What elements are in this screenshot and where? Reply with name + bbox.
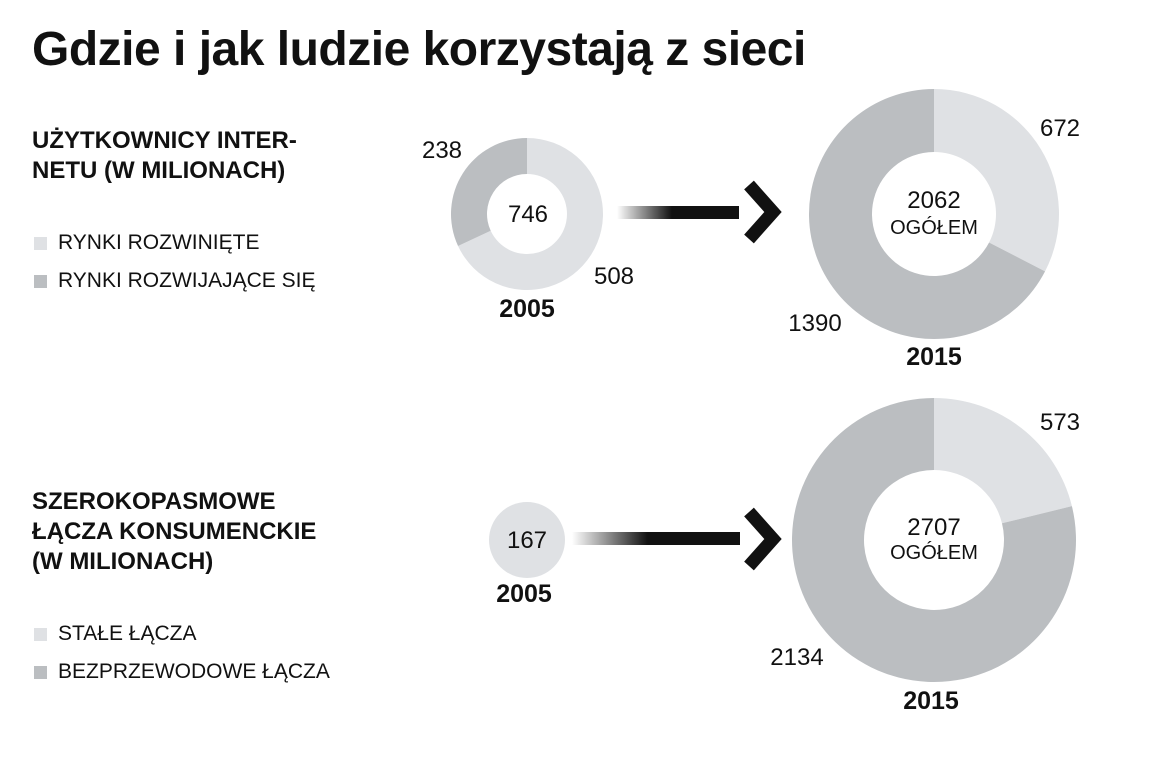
chart-title: Gdzie i jak ludzie korzystają z sieci [32,23,806,76]
donut-internet-2005: 746 238 508 2005 [422,137,634,323]
legend-item-emerging: RYNKI ROZWIJAJĄCE SIĘ [34,262,316,300]
donut-slice [934,398,1072,524]
year-label: 2015 [906,343,962,371]
donut-slice [792,398,1076,682]
donut-slice [489,502,565,578]
center-total: 746 [508,201,548,228]
donut-internet-2015: 2062 OGÓŁEM 672 1390 2015 [788,88,1080,371]
section-heading-line: UŻYTKOWNICY INTER- [32,127,297,154]
legend-swatch-light [34,627,47,641]
donut-slices [809,88,1060,339]
donut-slice [809,89,1046,339]
section-heading-line: ŁĄCZA KONSUMENCKIE [32,518,317,545]
slice-value-label: 573 [1040,409,1080,436]
arrow-right-icon [617,180,782,244]
slice-value-label: 238 [422,137,462,164]
center-total: 167 [507,527,547,554]
legend-item-developed: RYNKI ROZWINIĘTE [34,224,316,262]
legend-swatch-light [34,236,47,250]
donut-broadband-2015: 2707 OGÓŁEM 573 2134 2015 [770,398,1080,715]
section-heading-line: (W MILIONACH) [32,548,214,575]
section-heading-internet-users: UŻYTKOWNICY INTER- NETU (W MILIONACH) [32,126,297,186]
legend-label: BEZPRZEWODOWE ŁĄCZA [58,660,330,683]
center-total: 2062 [907,187,960,214]
legend-label: STAŁE ŁĄCZA [58,622,197,645]
section-heading-line: NETU (W MILIONACH) [32,157,286,184]
year-label: 2015 [903,687,959,715]
slice-value-label: 672 [1040,115,1080,142]
center-sublabel: OGÓŁEM [890,541,978,564]
center-sublabel: OGÓŁEM [890,216,978,239]
legend-swatch-dark [34,274,47,288]
donut-slice [451,138,527,246]
legend-label: RYNKI ROZWIJAJĄCE SIĘ [58,269,316,292]
slice-value-label: 508 [594,263,634,290]
legend-internet-users: RYNKI ROZWINIĘTE RYNKI ROZWIJAJĄCE SIĘ [34,224,316,300]
year-label: 2005 [499,295,555,323]
year-label: 2005 [496,580,552,608]
legend-item-wireless: BEZPRZEWODOWE ŁĄCZA [34,653,330,691]
legend-item-fixed: STAŁE ŁĄCZA [34,615,330,653]
legend-broadband: STAŁE ŁĄCZA BEZPRZEWODOWE ŁĄCZA [34,615,330,691]
donut-slices [489,502,565,578]
slice-value-label: 1390 [788,310,841,337]
donut-slice [458,138,603,291]
donut-slice [934,88,1060,272]
section-heading-line: SZEROKOPASMOWE [32,488,276,515]
donut-slices [451,138,603,291]
donut-slices [792,398,1076,682]
legend-swatch-dark [34,665,47,679]
donut-broadband-2005: 167 2005 [489,502,565,608]
section-heading-broadband: SZEROKOPASMOWE ŁĄCZA KONSUMENCKIE (W MIL… [32,487,316,577]
legend-label: RYNKI ROZWINIĘTE [58,231,260,254]
arrow-right-icon [572,507,782,571]
center-total: 2707 [907,514,960,541]
slice-value-label: 2134 [770,644,823,671]
